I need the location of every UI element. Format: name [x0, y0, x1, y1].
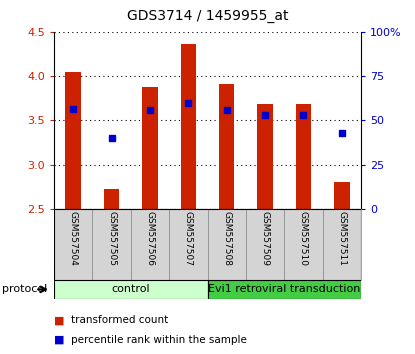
Bar — [169, 209, 208, 280]
Text: GDS3714 / 1459955_at: GDS3714 / 1459955_at — [127, 9, 288, 23]
Text: Evi1 retroviral transduction: Evi1 retroviral transduction — [208, 284, 361, 295]
Text: GSM557511: GSM557511 — [337, 211, 347, 266]
Bar — [208, 280, 361, 299]
Text: GSM557508: GSM557508 — [222, 211, 231, 266]
Text: GSM557510: GSM557510 — [299, 211, 308, 266]
Text: control: control — [111, 284, 150, 295]
Bar — [323, 209, 361, 280]
Bar — [142, 87, 158, 209]
Text: percentile rank within the sample: percentile rank within the sample — [71, 335, 247, 345]
Bar — [296, 104, 311, 209]
Text: protocol: protocol — [2, 284, 47, 295]
Bar — [131, 209, 169, 280]
Bar — [334, 182, 349, 209]
Bar — [54, 280, 208, 299]
Bar — [219, 84, 234, 209]
Text: GSM557504: GSM557504 — [68, 211, 78, 266]
Text: GSM557506: GSM557506 — [145, 211, 154, 266]
Bar — [104, 189, 119, 209]
Text: ■: ■ — [54, 335, 64, 345]
Text: GSM557505: GSM557505 — [107, 211, 116, 266]
Bar — [66, 72, 81, 209]
Bar — [284, 209, 323, 280]
Bar — [181, 44, 196, 209]
Text: GSM557509: GSM557509 — [261, 211, 270, 266]
Bar — [208, 209, 246, 280]
Bar — [257, 104, 273, 209]
Bar — [93, 209, 131, 280]
Text: GSM557507: GSM557507 — [184, 211, 193, 266]
Bar — [54, 209, 92, 280]
Text: transformed count: transformed count — [71, 315, 168, 325]
Bar — [246, 209, 284, 280]
Text: ■: ■ — [54, 315, 64, 325]
